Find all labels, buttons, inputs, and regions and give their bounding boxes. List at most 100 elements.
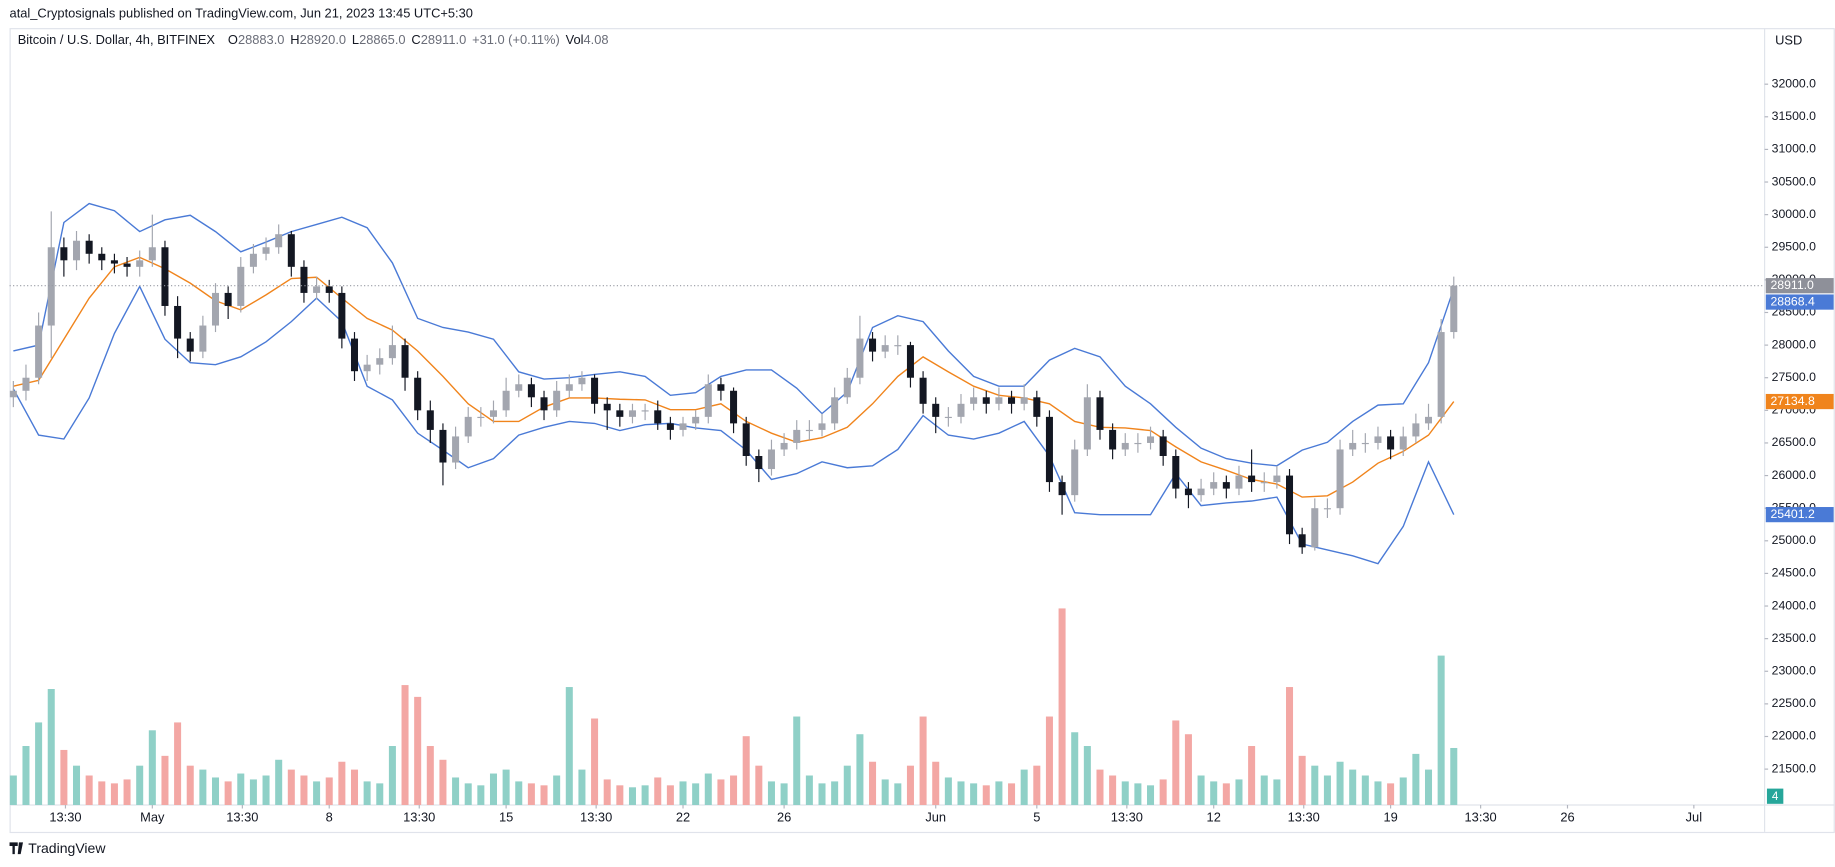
volume-bar (237, 773, 245, 805)
y-tick-label: 25000.0 (1772, 533, 1817, 547)
y-tick-label: 26000.0 (1772, 468, 1817, 482)
band-line (12, 284, 1455, 565)
candle-body (565, 384, 573, 391)
candle-body (161, 247, 169, 306)
x-tick-label: 13:30 (403, 809, 435, 824)
volume-bar (742, 736, 750, 805)
volume-bar (1424, 769, 1433, 805)
volume-bar (1109, 775, 1117, 805)
volume-bar (1260, 775, 1268, 805)
volume-bar (1412, 753, 1420, 805)
candle-body (704, 384, 712, 417)
candle-body (767, 449, 775, 470)
volume-bar (944, 777, 952, 805)
candle-body (932, 403, 940, 417)
candle-body (793, 429, 801, 443)
candle-body (211, 292, 220, 326)
x-tick-label: 13:30 (580, 809, 612, 824)
y-tick-label: 30500.0 (1772, 174, 1817, 188)
volume-bar (654, 777, 662, 805)
x-tick-label: 22 (676, 809, 690, 824)
volume-bar (603, 779, 611, 805)
legend: Bitcoin / U.S. Dollar, 4h, BITFINEX O288… (18, 32, 609, 47)
volume-bar (464, 783, 472, 805)
volume-bar (540, 785, 548, 805)
volume-bar (894, 783, 902, 805)
volume-bar (679, 781, 687, 805)
candle-body (1147, 436, 1155, 443)
candle-body (401, 345, 409, 378)
volume-bar (767, 781, 775, 805)
candle-body (1184, 488, 1192, 496)
candle-body (755, 455, 763, 470)
volume-bar (502, 769, 510, 805)
price-tag: 28868.4 (1770, 294, 1815, 308)
candle-body (1311, 508, 1319, 548)
candle-body (591, 377, 599, 404)
candle-body (249, 253, 257, 267)
candle-body (1286, 475, 1294, 535)
x-tick-label: Jul (1686, 809, 1702, 824)
volume-bar (831, 781, 839, 805)
volume-bar (300, 775, 308, 805)
candle-body (603, 403, 611, 411)
y-tick-label: 32000.0 (1772, 76, 1817, 90)
candle-body (831, 397, 839, 424)
candle-body (388, 345, 396, 359)
volume-bar (1083, 746, 1091, 805)
candle-body (1071, 449, 1079, 496)
candle-body (9, 390, 17, 398)
volume-bar (692, 783, 700, 805)
volume-bar (123, 779, 131, 805)
volume-bar (818, 783, 826, 805)
candle-body (628, 410, 636, 417)
candle-body (995, 397, 1003, 404)
volume-bar (249, 779, 257, 805)
x-tick-label: 19 (1383, 809, 1397, 824)
y-tick-label: 29500.0 (1772, 240, 1817, 254)
legend-key: C (411, 32, 420, 47)
y-tick-label: 23500.0 (1772, 631, 1817, 645)
logo: TradingView (9, 840, 106, 856)
candle-body (439, 429, 447, 463)
candle-body (1361, 442, 1369, 445)
volume-bar (1222, 783, 1230, 805)
volume-bar (1184, 734, 1192, 805)
legend-volume-key: Vol (566, 32, 584, 47)
volume-bar (1387, 783, 1395, 805)
volume-bar (704, 773, 712, 805)
legend-key: L (352, 32, 359, 47)
candle-body (313, 286, 321, 293)
candle-body (666, 423, 674, 430)
candle-body (692, 416, 700, 424)
candle-body (376, 358, 384, 365)
candle-body (287, 234, 295, 267)
legend-change: +31.0 (+0.11%) (472, 32, 560, 47)
volume-bar (287, 769, 295, 805)
candle-body (502, 390, 510, 411)
candle-body (1058, 482, 1066, 496)
volume-bar (856, 734, 864, 805)
x-tick-label: 12 (1207, 809, 1221, 824)
x-tick-label: 13:30 (1465, 809, 1497, 824)
volume-bar (22, 746, 30, 805)
volume-bar (1159, 779, 1167, 805)
volume-bar (628, 787, 636, 805)
volume-bar (98, 781, 106, 805)
candle-body (843, 377, 851, 398)
volume-bar (85, 775, 93, 805)
candle-body (22, 377, 30, 391)
candle-body (35, 325, 43, 378)
volume-bar (186, 765, 194, 805)
volume-bar (376, 783, 384, 805)
candle-body (363, 364, 371, 372)
candle-body (970, 397, 978, 404)
candle-body (1437, 332, 1445, 417)
candle-body (1121, 442, 1129, 450)
volume-bar (338, 761, 346, 805)
volume-bar (578, 769, 586, 805)
candle-body (1222, 482, 1230, 489)
candle-body (262, 247, 270, 254)
volume-bar (313, 781, 321, 805)
